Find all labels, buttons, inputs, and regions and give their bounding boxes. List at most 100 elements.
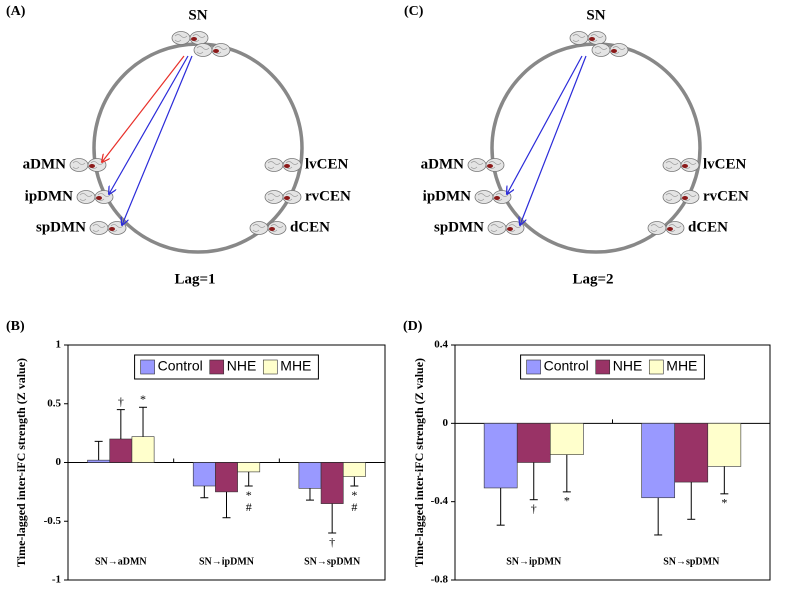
- legend-swatch: [648, 359, 664, 375]
- brain-fold: [665, 161, 679, 169]
- node-label: aDMN: [421, 156, 464, 172]
- edge-arrow: [122, 55, 193, 225]
- significance-mark: †: [531, 501, 537, 515]
- brain-fold: [267, 161, 281, 169]
- brain-icon: [647, 221, 685, 235]
- brain-lobe: [264, 158, 284, 172]
- y-tick-label: 0.4: [434, 339, 448, 351]
- brain-icon: [89, 221, 127, 235]
- brain-lobe: [487, 221, 507, 235]
- brain-fold: [92, 224, 106, 232]
- brain-lobe: [264, 190, 284, 204]
- y-tick-label: -1: [52, 574, 61, 586]
- x-tick-label: SN→spDMN: [304, 556, 361, 567]
- legend-label: Control: [544, 358, 589, 374]
- brain-region: [269, 227, 275, 231]
- brain-fold: [477, 193, 491, 201]
- node-label: spDMN: [36, 219, 86, 235]
- legend-frame: [134, 354, 319, 380]
- brain-icon: [69, 158, 107, 172]
- significance-mark: *: [351, 488, 357, 502]
- legend-swatch: [526, 359, 541, 375]
- node-label: ipDMN: [423, 188, 472, 204]
- brain-region: [682, 164, 688, 168]
- legend-swatch: [262, 359, 278, 375]
- x-tick-label: SN→aDMN: [95, 556, 147, 567]
- bar: [320, 462, 344, 504]
- brain-region: [487, 164, 493, 168]
- brain-icon: [474, 190, 512, 204]
- brain-fold: [174, 34, 188, 42]
- y-tick-label: -0.5: [44, 515, 62, 527]
- bar: [707, 423, 742, 467]
- brain-region: [667, 227, 673, 231]
- bar: [641, 423, 676, 499]
- node-label: dCEN: [290, 219, 330, 235]
- brain-region: [682, 196, 688, 200]
- brain-fold: [594, 46, 608, 54]
- network-ring: [490, 42, 702, 254]
- node-label: spDMN: [434, 219, 484, 235]
- legend: Control NHE MHE: [520, 354, 705, 380]
- significance-mark: *: [564, 494, 570, 508]
- brain-lobe: [662, 158, 682, 172]
- legend-swatch: [209, 359, 225, 375]
- brain-fold: [79, 193, 93, 201]
- brain-fold: [470, 161, 484, 169]
- bar: [483, 423, 518, 489]
- brain-icon: [249, 221, 287, 235]
- legend-label: MHE: [666, 358, 697, 374]
- bar: [516, 423, 551, 463]
- legend-frame: [520, 354, 705, 380]
- brain-icon: [264, 158, 302, 172]
- brain-region: [284, 196, 290, 200]
- bar: [192, 462, 216, 487]
- brain-icon: [662, 190, 700, 204]
- legend-label: MHE: [280, 358, 311, 374]
- brain-icon: [487, 221, 525, 235]
- legend-label: NHE: [227, 358, 257, 374]
- brain-icon: [569, 31, 607, 45]
- bar: [109, 438, 133, 463]
- brain-region: [191, 37, 197, 41]
- network-ring: [92, 42, 304, 254]
- bar: [342, 462, 366, 477]
- brain-fold: [267, 193, 281, 201]
- node-label: ipDMN: [25, 188, 74, 204]
- brain-region: [507, 227, 513, 231]
- edge-arrow: [507, 55, 583, 194]
- brain-fold: [252, 224, 266, 232]
- brain-fold: [665, 193, 679, 201]
- significance-mark: †: [118, 394, 124, 408]
- brain-region: [96, 196, 102, 200]
- brain-lobe: [193, 43, 213, 57]
- edge-arrow: [520, 55, 587, 225]
- brain-region: [284, 164, 290, 168]
- edge-arrow: [102, 55, 185, 162]
- significance-mark: #: [246, 500, 252, 514]
- brain-fold: [650, 224, 664, 232]
- plot-frame: [454, 344, 771, 581]
- brain-lobe: [171, 31, 191, 45]
- node-label: lvCEN: [703, 156, 747, 172]
- x-tick-label: SN→ipDMN: [199, 556, 255, 567]
- brain-icon: [193, 43, 231, 57]
- brain-icon: [171, 31, 209, 45]
- significance-mark: *: [246, 488, 252, 502]
- legend-swatch: [595, 359, 611, 375]
- brain-region: [109, 227, 115, 231]
- y-tick-label: 0: [443, 417, 449, 429]
- brain-icon: [76, 190, 114, 204]
- brain-lobe: [474, 190, 494, 204]
- bar: [131, 436, 155, 463]
- brain-fold: [572, 34, 586, 42]
- legend-swatch: [140, 359, 155, 375]
- center-node-label: SN: [188, 7, 207, 23]
- brain-fold: [490, 224, 504, 232]
- x-tick-label: SN→spDMN: [663, 556, 720, 567]
- brain-lobe: [647, 221, 667, 235]
- y-axis-title: Time-lagged inter-iFC strength (Z value): [14, 358, 28, 567]
- significance-mark: *: [721, 496, 727, 510]
- significance-mark: #: [351, 500, 357, 514]
- node-label: aDMN: [23, 156, 66, 172]
